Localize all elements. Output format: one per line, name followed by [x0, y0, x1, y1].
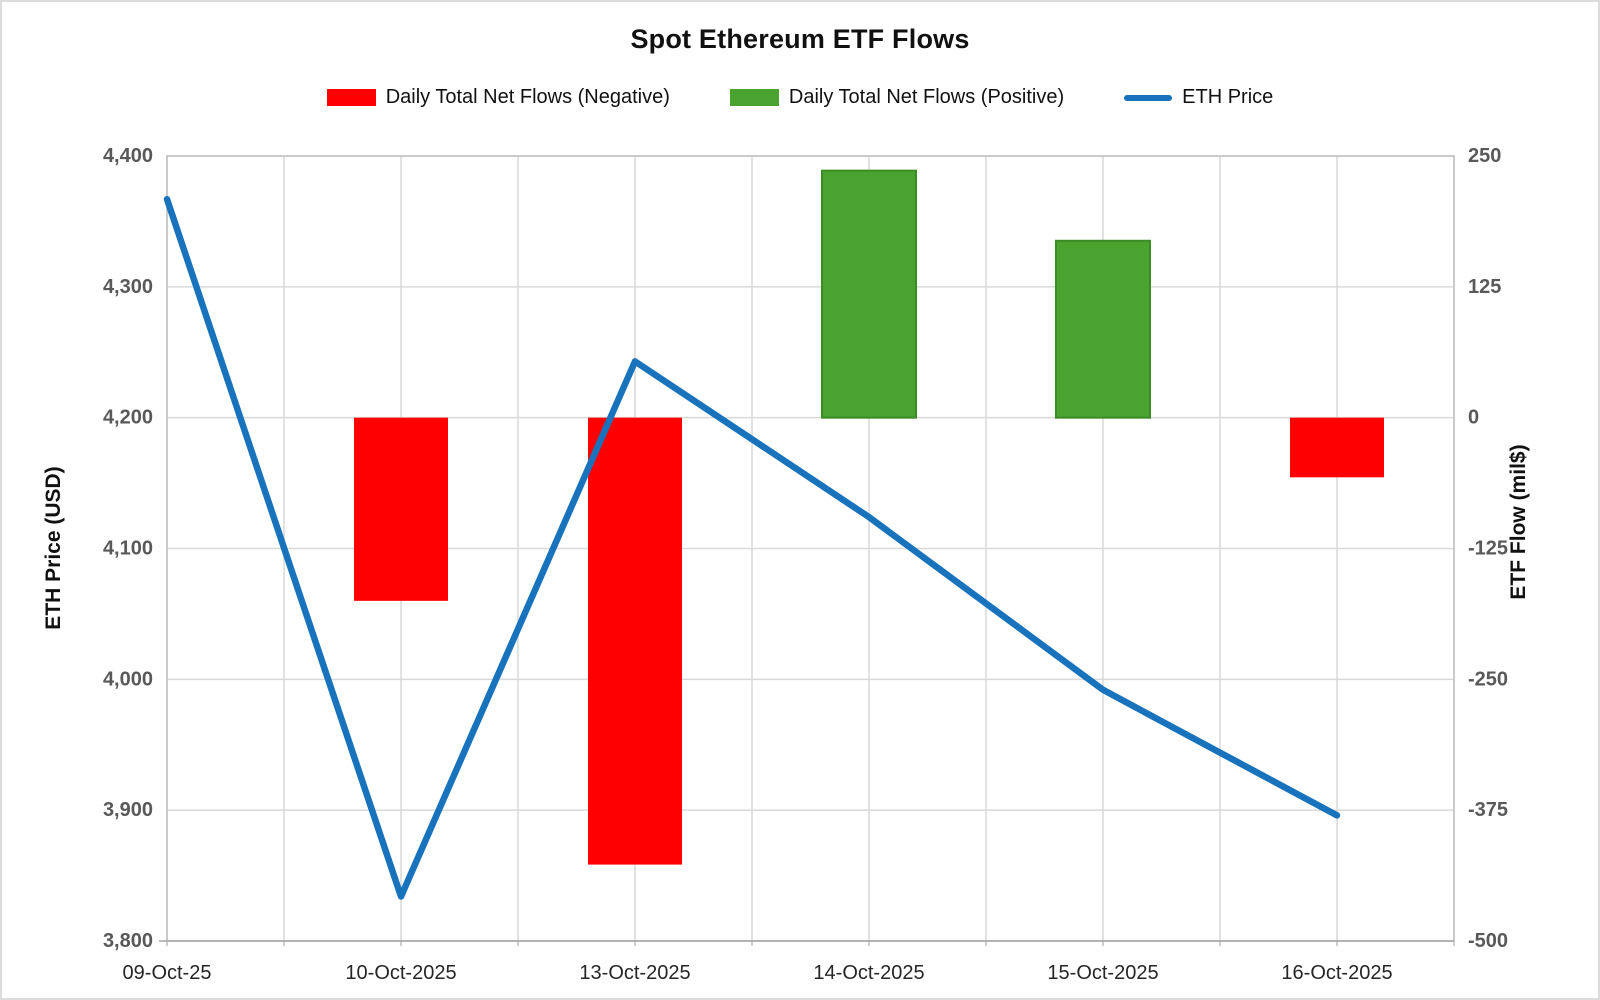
left-axis-tick-label: 4,300 [103, 276, 153, 298]
left-axis-tick-label: 3,900 [103, 799, 153, 821]
positive-flows-swatch-icon [729, 89, 779, 106]
eth-price-line-swatch-icon [1124, 94, 1173, 101]
legend-item-positive-flows: Daily Total Net Flows (Positive) [729, 86, 1065, 109]
right-axis-tick-label: -500 [1468, 930, 1508, 952]
right-axis-tick-label: -375 [1468, 799, 1508, 821]
right-axis-tick-label: -125 [1468, 538, 1508, 560]
x-axis-tick-label: 13-Oct-2025 [579, 962, 690, 984]
right-axis-tick-label: 250 [1468, 145, 1501, 167]
legend-label-eth-price: ETH Price [1182, 86, 1274, 108]
eth-price-line [163, 195, 1341, 900]
flow-bar [588, 417, 682, 865]
left-axis-tick-label: 4,400 [103, 145, 153, 167]
chart-title: Spot Ethereum ETF Flows [630, 24, 970, 54]
right-axis-tick-label: 125 [1468, 276, 1501, 298]
negative-flows-swatch-icon [326, 89, 376, 106]
x-axis-tick-label: 10-Oct-2025 [345, 962, 456, 984]
legend-item-negative-flows: Daily Total Net Flows (Negative) [326, 86, 670, 109]
legend-label-negative-flows: Daily Total Net Flows (Negative) [385, 86, 670, 108]
right-axis-tick-label: 0 [1468, 407, 1479, 429]
left-axis-tick-label: 3,800 [103, 930, 153, 952]
left-axis-tick-label: 4,000 [103, 668, 153, 690]
legend-label-positive-flows: Daily Total Net Flows (Positive) [788, 86, 1065, 108]
flow-bar [1290, 417, 1384, 478]
flow-bar [821, 169, 917, 419]
legend-item-eth-price: ETH Price [1124, 86, 1273, 109]
x-axis-tick-label: 09-Oct-25 [123, 962, 212, 984]
legend: Daily Total Net Flows (Negative) Daily T… [2, 86, 1598, 109]
flow-bar [1055, 239, 1151, 419]
flow-bar [354, 417, 448, 601]
left-axis-tick-label: 4,200 [103, 407, 153, 429]
x-axis-tick-label: 15-Oct-2025 [1047, 962, 1158, 984]
x-axis-tick-label: 16-Oct-2025 [1281, 962, 1392, 984]
right-axis-tick-label: -250 [1468, 668, 1508, 690]
x-axis-tick-label: 14-Oct-2025 [813, 962, 924, 984]
left-axis-tick-label: 4,100 [103, 538, 153, 560]
